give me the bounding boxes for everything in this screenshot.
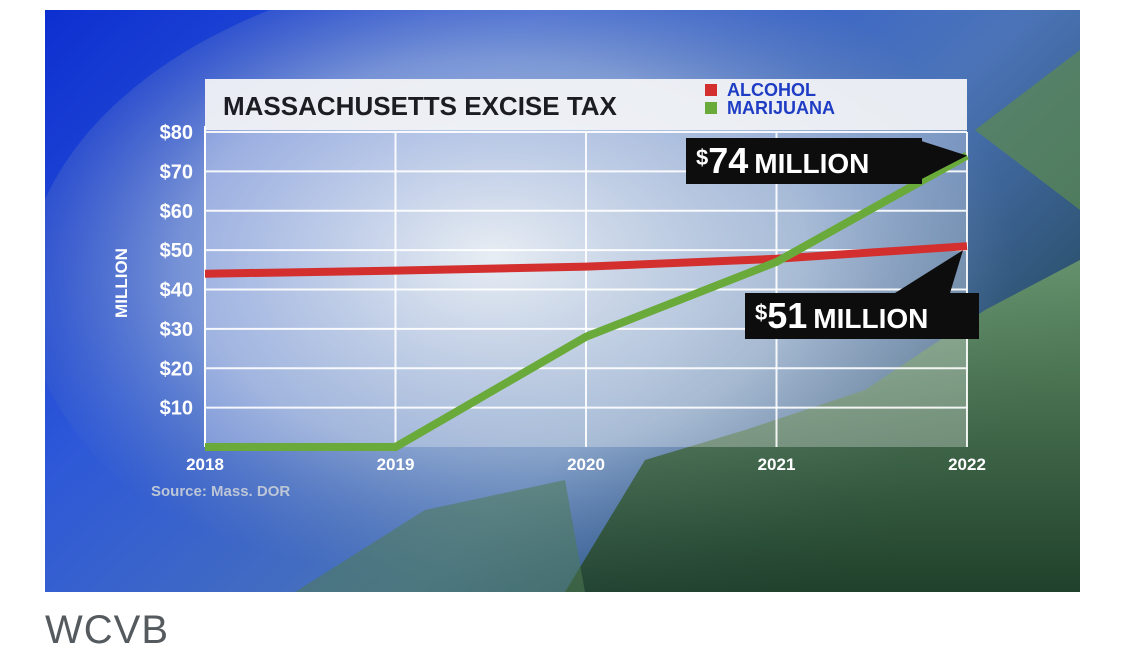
callout-number: 51: [767, 295, 807, 336]
y-tick-label: $70: [160, 161, 193, 183]
callout-box: [686, 138, 922, 184]
legend-swatch-marijuana: [705, 102, 717, 114]
callout-text: $51 MILLION: [755, 295, 928, 336]
y-tick-label: $50: [160, 240, 193, 262]
callout-number: 74: [708, 140, 748, 181]
callout-unit: MILLION: [813, 303, 928, 334]
y-tick-label: $60: [160, 201, 193, 223]
y-tick-label: $10: [160, 398, 193, 420]
source-note: Source: Mass. DOR: [151, 483, 290, 500]
plant-foliage: [565, 260, 1080, 592]
legend-swatch-alcohol: [705, 84, 717, 96]
chart-graphic: $10 $20 $30 $40 $50 $60 $70 $80 2018 2019 2020 202…: [45, 10, 1080, 592]
y-tick-label: $30: [160, 319, 193, 341]
series-line-alcohol: [204, 242, 968, 278]
chart-title: MASSACHUSETTS EXCISE TAX: [223, 91, 618, 121]
x-tick-label: 2019: [377, 455, 415, 474]
callout-text: $74 MILLION: [696, 140, 869, 181]
plant-leaf-right: [975, 50, 1080, 210]
line-chart: $10 $20 $30 $40 $50 $60 $70 $80 2018 2019 2020 202…: [45, 10, 1080, 592]
y-tick-label: $80: [160, 122, 193, 144]
series-line-marijuana: [205, 152, 969, 451]
x-tick-label: 2021: [758, 455, 796, 474]
x-tick-label: 2020: [567, 455, 605, 474]
plant-leaf-lower: [295, 480, 585, 592]
callout-pointer: [912, 138, 967, 184]
title-band: [205, 79, 967, 130]
x-tick-label: 2018: [186, 455, 224, 474]
y-axis-label: MILLION: [112, 248, 131, 318]
image-credit: WCVB: [45, 608, 169, 652]
y-tick-label: $20: [160, 358, 193, 380]
callout-pointer: [895, 250, 963, 293]
callout-marijuana: $74 MILLION: [686, 138, 967, 184]
callout-alcohol: $51 MILLION: [745, 250, 979, 339]
legend-label-marijuana: MARIJUANA: [727, 98, 835, 118]
callout-prefix: $: [696, 145, 708, 170]
legend-label-alcohol: ALCOHOL: [727, 80, 816, 100]
callout-box: [745, 293, 979, 339]
callout-unit: MILLION: [754, 148, 869, 179]
y-tick-label: $40: [160, 280, 193, 302]
callout-prefix: $: [755, 300, 767, 325]
x-tick-label: 2022: [948, 455, 986, 474]
